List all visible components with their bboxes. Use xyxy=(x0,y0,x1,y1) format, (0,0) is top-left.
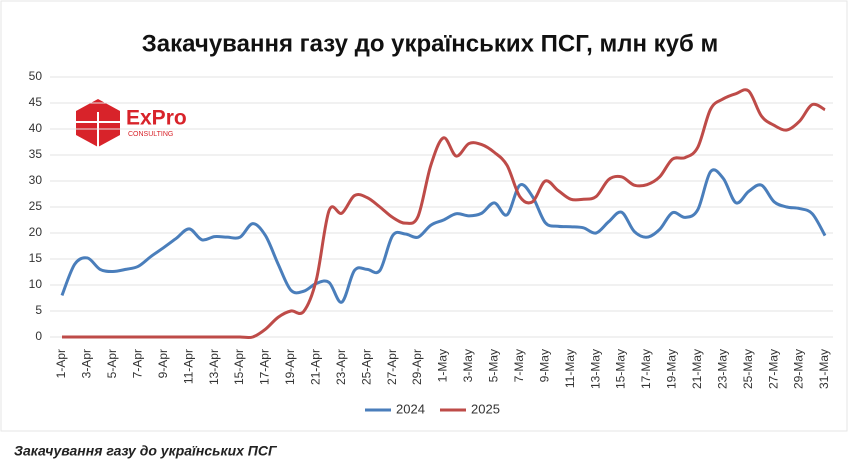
y-tick-label: 10 xyxy=(29,277,43,291)
x-tick-label: 19-Apr xyxy=(283,349,297,385)
legend-label: 2024 xyxy=(396,401,425,416)
x-tick-label: 5-Apr xyxy=(105,349,119,378)
x-tick-label: 29-Apr xyxy=(410,349,424,385)
x-tick-label: 27-Apr xyxy=(385,349,399,385)
x-tick-label: 13-Apr xyxy=(207,349,221,385)
y-tick-label: 45 xyxy=(29,95,43,109)
logo-subtext: CONSULTING xyxy=(128,131,173,138)
x-tick-label: 3-Apr xyxy=(80,349,94,378)
x-tick-label: 11-May xyxy=(563,349,577,388)
x-tick-label: 27-May xyxy=(766,349,780,389)
x-tick-label: 5-May xyxy=(487,349,501,382)
series-line xyxy=(61,88,826,340)
y-tick-label: 15 xyxy=(29,251,43,265)
y-tick-label: 35 xyxy=(29,147,43,161)
x-tick-label: 25-May xyxy=(741,349,755,389)
y-tick-label: 40 xyxy=(29,121,43,135)
x-tick-label: 21-May xyxy=(690,349,704,389)
x-tick-label: 15-May xyxy=(614,349,628,389)
x-tick-label: 23-Apr xyxy=(334,349,348,385)
y-tick-label: 0 xyxy=(35,329,42,343)
x-tick-label: 31-May xyxy=(817,349,831,389)
y-tick-label: 50 xyxy=(29,69,43,83)
x-tick-label: 9-May xyxy=(537,349,551,382)
series-line xyxy=(60,168,827,304)
caption: Закачування газу до українських ПСГ xyxy=(14,443,278,459)
x-tick-label: 25-Apr xyxy=(359,349,373,385)
y-tick-label: 30 xyxy=(29,173,43,187)
x-tick-label: 21-Apr xyxy=(309,349,323,385)
logo: ExPro CONSULTING xyxy=(76,99,187,147)
x-tick-label: 9-Apr xyxy=(156,349,170,378)
x-tick-label: 1-May xyxy=(436,349,450,382)
x-tick-label: 1-Apr xyxy=(54,349,68,378)
x-tick-label: 7-Apr xyxy=(130,349,144,378)
x-tick-label: 11-Apr xyxy=(181,349,195,384)
y-tick-label: 5 xyxy=(35,303,42,317)
x-tick-label: 23-May xyxy=(715,349,729,389)
x-tick-label: 19-May xyxy=(665,349,679,389)
x-tick-label: 17-Apr xyxy=(258,349,272,385)
logo-text: ExPro xyxy=(126,107,187,130)
x-tick-label: 13-May xyxy=(588,349,602,389)
chart-title: Закачування газу до українських ПСГ, млн… xyxy=(142,30,719,57)
x-tick-label: 17-May xyxy=(639,349,653,389)
x-tick-label: 7-May xyxy=(512,349,526,382)
chart-frame xyxy=(0,0,848,432)
y-tick-label: 20 xyxy=(29,225,43,239)
x-tick-label: 29-May xyxy=(792,349,806,389)
legend-label: 2025 xyxy=(471,401,500,416)
x-tick-label: 15-Apr xyxy=(232,349,246,385)
x-tick-label: 3-May xyxy=(461,349,475,382)
y-tick-label: 25 xyxy=(29,199,43,213)
